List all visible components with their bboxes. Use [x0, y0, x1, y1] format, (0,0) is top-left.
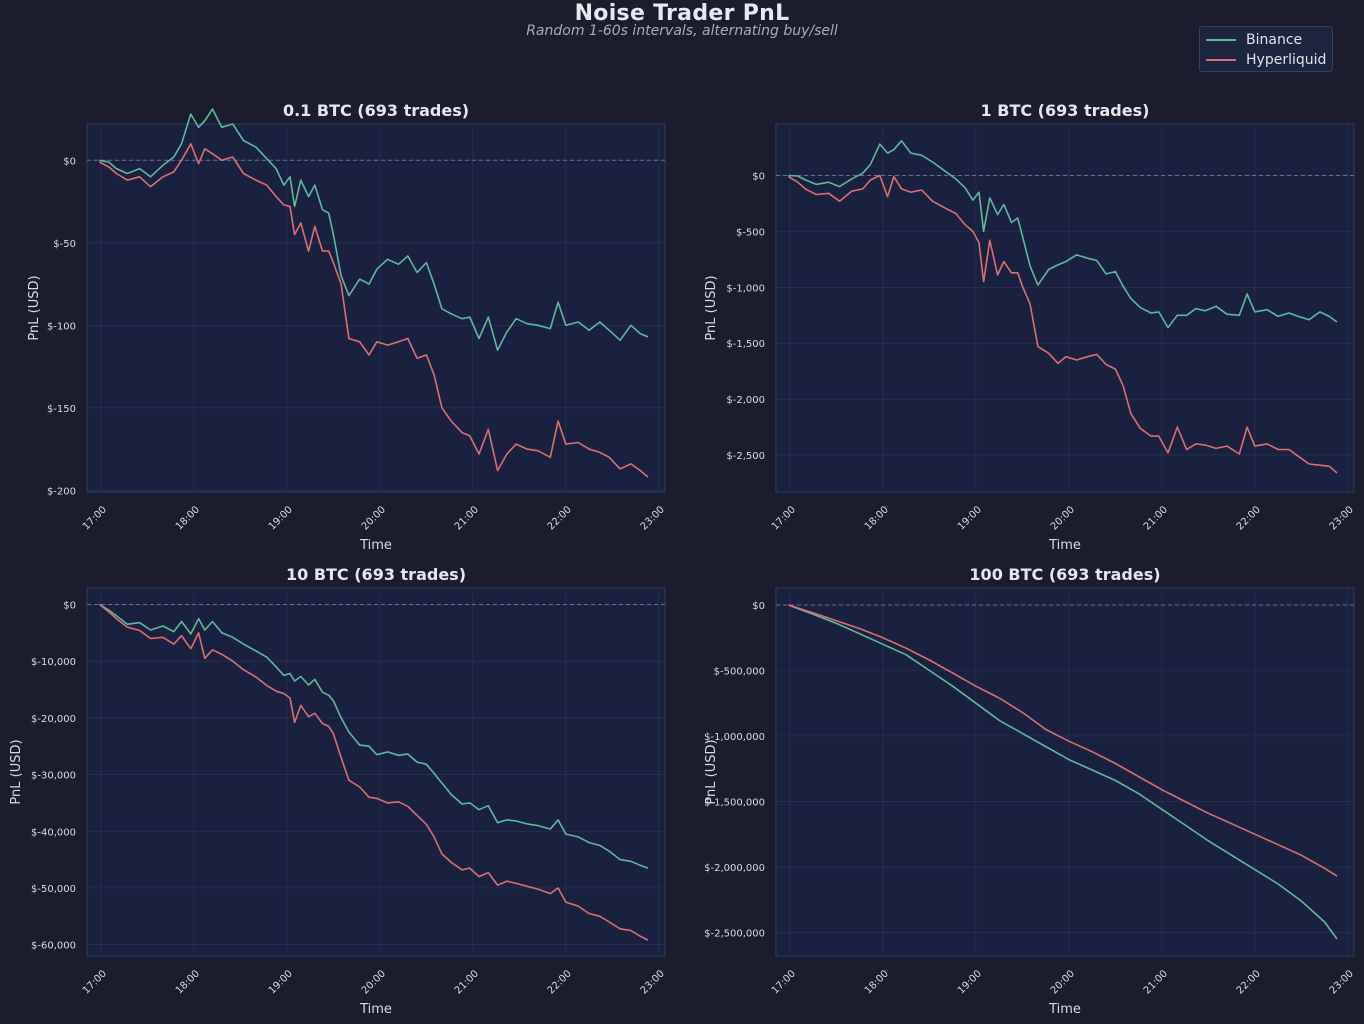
- panel-2-series-hyperliquid: [787, 174, 1338, 474]
- panel-4-y-tick-label: $0: [752, 601, 765, 612]
- panel-4-series-binance: [788, 604, 1338, 940]
- panel-1-title: 0.1 BTC (693 trades): [283, 101, 469, 120]
- panel-3-y-tick-label: $-30,000: [31, 771, 76, 782]
- panel-1-x-tick-label: 19:00: [267, 504, 295, 532]
- legend-swatch-binance: [1206, 39, 1236, 41]
- panel-2-y-tick-label: $-2,000: [726, 395, 765, 406]
- panel-4-y-tick-label: $-1,500,000: [704, 797, 765, 808]
- panel-1-x-tick-label: 17:00: [81, 504, 109, 532]
- panel-2-x-tick-label: 19:00: [956, 504, 984, 532]
- panel-1-y-tick-label: $-100: [47, 321, 76, 332]
- panel-4-x-tick-label: 19:00: [956, 968, 984, 996]
- figure-title: Noise Trader PnL: [574, 1, 790, 26]
- panel-2-x-tick-label: 23:00: [1328, 504, 1356, 532]
- panel-3-y-tick-label: $-20,000: [31, 714, 76, 725]
- panel-1-x-tick-label: 18:00: [174, 504, 202, 532]
- panel-2-y-axis-label: PnL (USD): [704, 275, 719, 340]
- panel-3-y-tick-label: $-60,000: [31, 941, 76, 952]
- panel-3-y-tick-label: $-40,000: [31, 827, 76, 838]
- panel-4-x-tick-label: 17:00: [770, 968, 798, 996]
- panel-2-plot-area: [775, 123, 1355, 493]
- panel-2-y-tick-label: $-2,500: [726, 451, 765, 462]
- panel-1-plot-area: [86, 123, 666, 493]
- panel-1-x-tick-label: 22:00: [546, 504, 574, 532]
- panel-1-series-binance: [99, 108, 649, 351]
- panel-3-x-tick-label: 22:00: [546, 968, 574, 996]
- panel-4-x-axis-label: Time: [1048, 1002, 1081, 1017]
- panel-3-x-axis-label: Time: [359, 1002, 392, 1017]
- panel-1-y-tick-label: $0: [63, 156, 76, 167]
- panel-2-x-tick-label: 21:00: [1142, 504, 1170, 532]
- panel-4-y-tick-label: $-2,500,000: [704, 928, 765, 939]
- legend-item-hyperliquid: Hyperliquid: [1206, 50, 1326, 70]
- panel-4-x-tick-label: 22:00: [1235, 968, 1263, 996]
- panel-2-y-tick-label: $-1,500: [726, 339, 765, 350]
- panel-2-x-tick-label: 22:00: [1235, 504, 1263, 532]
- panel-4-x-tick-label: 20:00: [1049, 968, 1077, 996]
- legend-item-binance: Binance: [1206, 30, 1302, 50]
- panel-3-y-tick-label: $-10,000: [31, 657, 76, 668]
- panel-2-x-tick-label: 20:00: [1049, 504, 1077, 532]
- panel-1-y-tick-label: $-50: [53, 239, 76, 250]
- panel-4-x-tick-label: 18:00: [863, 968, 891, 996]
- panel-4-x-tick-label: 23:00: [1328, 968, 1356, 996]
- panel-3-x-tick-label: 21:00: [453, 968, 481, 996]
- panel-4-title: 100 BTC (693 trades): [969, 565, 1160, 584]
- panel-1-y-tick-label: $-200: [47, 486, 76, 497]
- panel-3-y-axis-label: PnL (USD): [9, 739, 24, 804]
- panel-2-title: 1 BTC (693 trades): [981, 101, 1150, 120]
- legend-swatch-hyperliquid: [1206, 59, 1236, 61]
- panel-1-y-tick-label: $-150: [47, 404, 76, 415]
- panel-1-x-tick-label: 23:00: [639, 504, 667, 532]
- panel-4-series-hyperliquid: [788, 604, 1338, 877]
- panel-3-y-tick-label: $-50,000: [31, 884, 76, 895]
- panel-4-y-tick-label: $-500,000: [714, 667, 765, 678]
- panel-1-x-tick-label: 21:00: [453, 504, 481, 532]
- panel-3-title: 10 BTC (693 trades): [286, 565, 466, 584]
- panel-3-x-tick-label: 18:00: [174, 968, 202, 996]
- panel-4-plot-area: [775, 587, 1355, 957]
- panel-4-y-tick-label: $-1,000,000: [704, 732, 765, 743]
- panel-2-y-tick-label: $-500: [736, 227, 765, 238]
- panel-4-x-tick-label: 21:00: [1142, 968, 1170, 996]
- panel-2-x-axis-label: Time: [1048, 538, 1081, 553]
- panel-2-y-tick-label: $-1,000: [726, 283, 765, 294]
- panel-2-series-binance: [788, 140, 1338, 329]
- panel-1-series-hyperliquid: [99, 143, 649, 478]
- panel-3-x-tick-label: 20:00: [360, 968, 388, 996]
- legend-label-binance: Binance: [1246, 32, 1303, 48]
- panel-3-x-tick-label: 19:00: [267, 968, 295, 996]
- panel-4-y-axis-label: PnL (USD): [704, 739, 719, 804]
- panel-1-x-axis-label: Time: [359, 538, 392, 553]
- panel-3-x-tick-label: 23:00: [639, 968, 667, 996]
- panel-4-y-tick-label: $-2,000,000: [704, 863, 765, 874]
- panel-2-y-tick-label: $0: [752, 171, 765, 182]
- figure-subtitle: Random 1-60s intervals, alternating buy/…: [526, 23, 838, 39]
- legend: Binance Hyperliquid: [1199, 26, 1333, 72]
- panel-3-plot-area: [86, 587, 666, 957]
- panel-1-x-tick-label: 20:00: [360, 504, 388, 532]
- panel-3-x-tick-label: 17:00: [81, 968, 109, 996]
- panel-3-y-tick-label: $0: [63, 600, 76, 611]
- panel-3-series-binance: [98, 603, 649, 869]
- panel-2-x-tick-label: 18:00: [863, 504, 891, 532]
- panel-3-series-hyperliquid: [98, 603, 649, 941]
- panel-1-y-axis-label: PnL (USD): [27, 275, 42, 340]
- legend-label-hyperliquid: Hyperliquid: [1246, 52, 1327, 68]
- panel-2-x-tick-label: 17:00: [770, 504, 798, 532]
